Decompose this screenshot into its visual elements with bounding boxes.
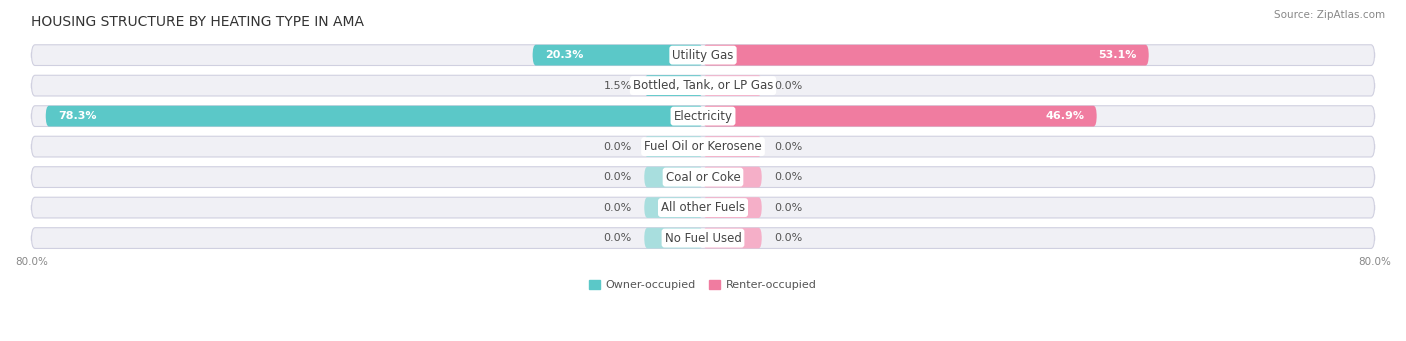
FancyBboxPatch shape bbox=[644, 75, 703, 96]
FancyBboxPatch shape bbox=[644, 228, 703, 249]
FancyBboxPatch shape bbox=[644, 167, 703, 188]
FancyBboxPatch shape bbox=[703, 75, 762, 96]
Text: 20.3%: 20.3% bbox=[546, 50, 583, 60]
FancyBboxPatch shape bbox=[703, 106, 1097, 127]
Text: Coal or Coke: Coal or Coke bbox=[665, 170, 741, 183]
FancyBboxPatch shape bbox=[533, 45, 703, 65]
Text: 0.0%: 0.0% bbox=[603, 203, 631, 212]
Text: 0.0%: 0.0% bbox=[603, 172, 631, 182]
FancyBboxPatch shape bbox=[703, 45, 1149, 65]
Text: All other Fuels: All other Fuels bbox=[661, 201, 745, 214]
Text: 78.3%: 78.3% bbox=[58, 111, 97, 121]
FancyBboxPatch shape bbox=[31, 106, 1375, 127]
Text: 1.5%: 1.5% bbox=[603, 80, 631, 91]
Text: HOUSING STRUCTURE BY HEATING TYPE IN AMA: HOUSING STRUCTURE BY HEATING TYPE IN AMA bbox=[31, 15, 364, 29]
Text: 0.0%: 0.0% bbox=[775, 203, 803, 212]
Text: Electricity: Electricity bbox=[673, 109, 733, 123]
FancyBboxPatch shape bbox=[703, 197, 762, 218]
Text: 0.0%: 0.0% bbox=[775, 233, 803, 243]
FancyBboxPatch shape bbox=[31, 136, 1375, 157]
FancyBboxPatch shape bbox=[703, 228, 762, 249]
Text: 0.0%: 0.0% bbox=[603, 142, 631, 152]
Text: 0.0%: 0.0% bbox=[775, 172, 803, 182]
Legend: Owner-occupied, Renter-occupied: Owner-occupied, Renter-occupied bbox=[585, 276, 821, 295]
Text: Utility Gas: Utility Gas bbox=[672, 49, 734, 62]
FancyBboxPatch shape bbox=[31, 75, 1375, 96]
Text: Bottled, Tank, or LP Gas: Bottled, Tank, or LP Gas bbox=[633, 79, 773, 92]
FancyBboxPatch shape bbox=[31, 197, 1375, 218]
FancyBboxPatch shape bbox=[31, 228, 1375, 249]
FancyBboxPatch shape bbox=[644, 197, 703, 218]
Text: 53.1%: 53.1% bbox=[1098, 50, 1136, 60]
Text: 0.0%: 0.0% bbox=[603, 233, 631, 243]
Text: 0.0%: 0.0% bbox=[775, 142, 803, 152]
FancyBboxPatch shape bbox=[31, 167, 1375, 188]
FancyBboxPatch shape bbox=[644, 136, 703, 157]
FancyBboxPatch shape bbox=[703, 167, 762, 188]
Text: 46.9%: 46.9% bbox=[1045, 111, 1084, 121]
FancyBboxPatch shape bbox=[46, 106, 703, 127]
Text: Source: ZipAtlas.com: Source: ZipAtlas.com bbox=[1274, 10, 1385, 20]
Text: Fuel Oil or Kerosene: Fuel Oil or Kerosene bbox=[644, 140, 762, 153]
FancyBboxPatch shape bbox=[31, 45, 1375, 65]
FancyBboxPatch shape bbox=[703, 136, 762, 157]
Text: No Fuel Used: No Fuel Used bbox=[665, 232, 741, 244]
Text: 0.0%: 0.0% bbox=[775, 80, 803, 91]
